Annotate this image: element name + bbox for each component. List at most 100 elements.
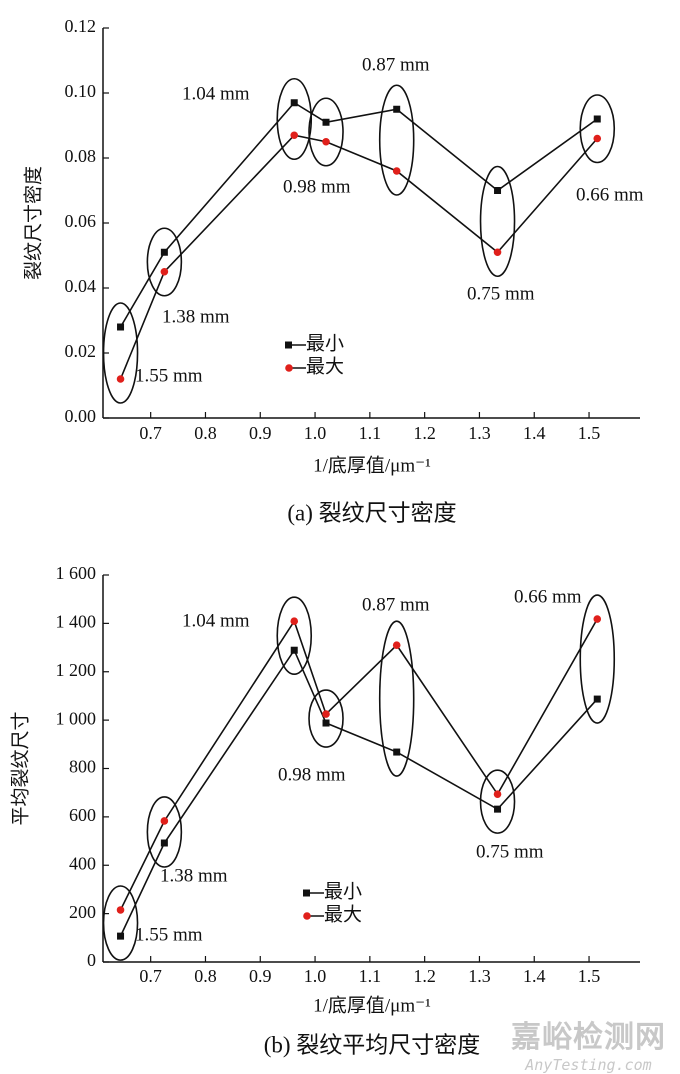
chart-b: 0.7 0.8 0.9 1.0 1.1 1.2 1.3 1.4 1.5 0 200 400 600 800… [9,563,640,1057]
thickness-annotation: 1.04 mm [182,83,250,104]
point-min [322,719,330,727]
group-ellipse [308,689,344,748]
y-tick-label: 600 [69,805,96,825]
y-tick-label: 1 600 [56,563,97,583]
x-tick-label: 1.5 [578,966,601,986]
point-min [160,248,168,256]
x-tick-label: 0.7 [139,423,162,443]
point-min [290,99,298,107]
group-ellipse [102,302,139,404]
legend-label: 最大 [306,355,344,377]
group-ellipse [479,165,516,278]
x-tick-label: 1.4 [523,423,546,443]
thickness-annotation: 0.98 mm [278,764,346,785]
x-tick-label: 0.8 [194,966,217,986]
x-tick-label: 1.4 [523,966,546,986]
x-tick-label: 1.2 [413,966,436,986]
y-tick-label: 1 200 [56,660,97,680]
group-ellipse [276,77,313,161]
y-tick-label: 1 400 [56,612,97,632]
y-tick-label: 1 000 [56,708,97,728]
y-tick-label: 0.02 [65,341,97,361]
point-min [117,932,125,940]
thickness-annotation: 1.38 mm [162,306,230,327]
x-tick-label: 0.7 [139,966,162,986]
x-tick-label: 0.9 [249,423,272,443]
group-ellipse [146,796,183,868]
point-min [393,748,401,756]
point-min [322,118,330,126]
x-tick-label: 1.2 [413,423,436,443]
x-tick-label: 1.0 [304,423,327,443]
y-tick-label: 0.12 [65,16,97,36]
thickness-annotation: 0.66 mm [576,184,644,205]
point-max [160,817,169,825]
thickness-annotation: 1.55 mm [135,924,203,945]
y-tick-label: 0.06 [65,211,97,231]
thickness-annotation: 0.75 mm [476,841,544,862]
legend-marker-circle [303,912,311,920]
y-tick-label: 0 [87,950,96,970]
point-min [494,187,502,194]
y-axis-label: 裂纹尺寸密度 [22,166,44,280]
y-axis-label: 平均裂纹尺寸 [9,711,31,825]
x-axis-label: 1/底厚值/μm⁻¹ [313,994,431,1016]
x-axis-label: 1/底厚值/μm⁻¹ [313,454,431,476]
point-max [116,906,125,914]
legend-marker-square [285,341,292,349]
point-max [493,248,502,257]
thickness-annotation: 1.55 mm [135,365,203,386]
legend-marker-square [303,889,310,897]
x-tick-label: 1.3 [468,966,491,986]
watermark: 嘉峪检测网 AnyTesting.com [511,1012,666,1074]
legend-marker-circle [285,364,293,372]
group-ellipse [479,769,516,834]
point-min [593,695,601,703]
point-max [322,710,330,718]
x-tick-label: 1.0 [304,966,327,986]
y-tick-label: 800 [69,757,96,777]
thickness-annotation: 1.04 mm [182,610,250,631]
thickness-annotation: 0.75 mm [467,283,535,304]
point-min [393,105,401,113]
chart-a: 0.7 0.8 0.9 1.0 1.1 1.2 1.3 1.4 1.5 0.00 0.02 0.04 0… [22,16,643,525]
x-tick-label: 0.9 [249,966,272,986]
group-ellipse [308,97,344,167]
point-min [593,115,601,123]
legend-label: 最大 [324,903,362,925]
point-min [160,839,168,847]
group-ellipse [378,84,415,196]
group-ellipse [579,594,616,724]
group-ellipse [102,885,139,961]
legend-label: 最小 [324,880,362,902]
x-tick-label: 0.8 [194,423,217,443]
x-tick-label: 1.3 [468,423,491,443]
thickness-annotation: 0.98 mm [283,176,351,197]
thickness-annotation: 0.66 mm [514,586,582,607]
group-ellipse [378,620,415,777]
thickness-annotation: 0.87 mm [362,594,430,615]
point-max [593,134,602,143]
y-tick-label: 0.04 [65,276,97,296]
point-min [290,646,298,654]
y-tick-label: 0.08 [65,146,97,166]
x-tick-label: 1.5 [578,423,601,443]
chart-caption: (a) 裂纹尺寸密度 [287,500,456,525]
point-max [493,790,502,798]
y-tick-label: 0.10 [65,81,97,101]
legend-label: 最小 [306,332,344,354]
watermark-cn: 嘉峪检测网 [511,1020,666,1055]
y-tick-label: 400 [69,853,96,873]
thickness-annotation: 0.87 mm [362,54,430,75]
chart-caption: (b) 裂纹平均尺寸密度 [264,1032,481,1057]
point-max [116,375,125,383]
point-min [117,323,125,331]
group-ellipse [579,94,616,164]
watermark-en: AnyTesting.com [525,1056,652,1074]
y-tick-label: 0.00 [65,406,97,426]
series-line-max [119,134,598,380]
point-max [593,615,602,623]
group-ellipse [146,227,183,297]
point-max [322,137,330,146]
